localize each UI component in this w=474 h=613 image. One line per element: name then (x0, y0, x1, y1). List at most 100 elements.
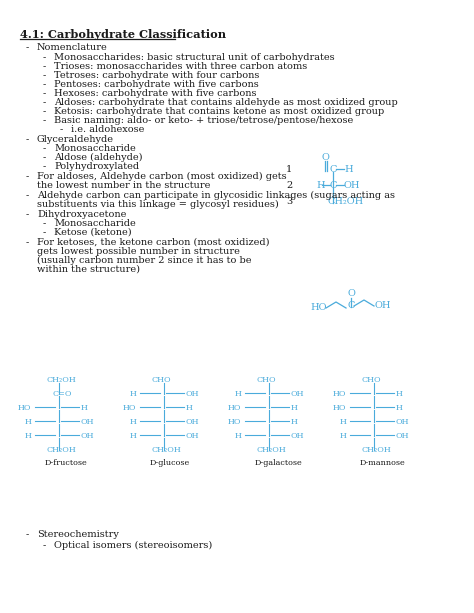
Text: Polyhydroxylated: Polyhydroxylated (54, 162, 139, 171)
Text: Monosaccharide: Monosaccharide (54, 219, 136, 228)
Text: CHO: CHO (362, 376, 382, 384)
Text: OH: OH (186, 418, 200, 426)
Text: H: H (291, 404, 298, 412)
Text: (usually carbon number 2 since it has to be: (usually carbon number 2 since it has to… (37, 256, 252, 265)
Text: 1: 1 (286, 165, 292, 174)
Text: OH: OH (375, 301, 392, 310)
Text: Pentoses: carbohydrate with five carbons: Pentoses: carbohydrate with five carbons (54, 80, 259, 89)
Text: OH: OH (81, 432, 94, 440)
Text: Ketose (ketone): Ketose (ketone) (54, 228, 132, 237)
Text: HO: HO (122, 404, 136, 412)
Text: Glyceraldehyde: Glyceraldehyde (37, 135, 114, 144)
Text: For ketoses, the ketone carbon (most oxidized): For ketoses, the ketone carbon (most oxi… (37, 238, 270, 247)
Text: CH₂OH: CH₂OH (362, 446, 392, 454)
Text: -: - (43, 107, 46, 116)
Text: CH₂OH: CH₂OH (152, 446, 182, 454)
Text: -: - (26, 172, 29, 181)
Text: OH: OH (396, 432, 410, 440)
Text: Aldose (aldehyde): Aldose (aldehyde) (54, 153, 143, 162)
Text: -: - (26, 530, 29, 539)
Text: CH₂OH: CH₂OH (47, 376, 77, 384)
Text: -: - (26, 43, 29, 52)
Text: C=O: C=O (53, 390, 73, 398)
Text: O: O (322, 153, 330, 162)
Text: D-mannose: D-mannose (360, 459, 406, 467)
Text: -: - (43, 98, 46, 107)
Text: H: H (344, 165, 353, 174)
Text: HO: HO (228, 404, 241, 412)
Text: -: - (43, 71, 46, 80)
Text: Aldehyde carbon can participate in glycosidic linkages (sugars acting as: Aldehyde carbon can participate in glyco… (37, 191, 395, 200)
Text: -: - (43, 80, 46, 89)
Text: HO: HO (332, 390, 346, 398)
Text: substituents via this linkage = glycosyl residues): substituents via this linkage = glycosyl… (37, 200, 279, 209)
Text: Monosaccharides: basic structural unit of carbohydrates: Monosaccharides: basic structural unit o… (54, 53, 335, 62)
Text: -: - (60, 125, 63, 134)
Text: D-galactose: D-galactose (255, 459, 303, 467)
Text: H: H (24, 418, 31, 426)
Text: OH: OH (291, 390, 304, 398)
Text: Monosaccharide: Monosaccharide (54, 144, 136, 153)
Text: O: O (348, 289, 356, 298)
Text: C: C (330, 181, 337, 190)
Text: D-fructose: D-fructose (45, 459, 88, 467)
Text: Ketosis: carbohydrate that contains ketone as most oxidized group: Ketosis: carbohydrate that contains keto… (54, 107, 384, 116)
Text: Tetroses: carbohydrate with four carbons: Tetroses: carbohydrate with four carbons (54, 71, 259, 80)
Text: Basic naming: aldo- or keto- + triose/tetrose/pentose/hexose: Basic naming: aldo- or keto- + triose/te… (54, 116, 353, 125)
Text: H: H (24, 432, 31, 440)
Text: H: H (129, 418, 136, 426)
Text: H: H (129, 390, 136, 398)
Text: -: - (43, 541, 46, 550)
Text: Aldoses: carbohydrate that contains aldehyde as most oxidized group: Aldoses: carbohydrate that contains alde… (54, 98, 398, 107)
Text: -: - (43, 144, 46, 153)
Text: Hexoses: carbohydrate with five carbons: Hexoses: carbohydrate with five carbons (54, 89, 256, 98)
Text: Optical isomers (stereoisomers): Optical isomers (stereoisomers) (54, 541, 212, 550)
Text: i.e. aldohexose: i.e. aldohexose (71, 125, 145, 134)
Text: -: - (43, 162, 46, 171)
Text: H: H (129, 432, 136, 440)
Text: H: H (339, 432, 346, 440)
Text: H: H (339, 418, 346, 426)
Text: H: H (316, 181, 325, 190)
Text: H: H (396, 390, 403, 398)
Text: OH: OH (186, 432, 200, 440)
Text: HO: HO (228, 418, 241, 426)
Text: H: H (186, 404, 193, 412)
Text: H: H (396, 404, 403, 412)
Text: OH: OH (396, 418, 410, 426)
Text: -: - (43, 219, 46, 228)
Text: the lowest number in the structure: the lowest number in the structure (37, 181, 210, 190)
Text: -: - (43, 153, 46, 162)
Text: For aldoses, Aldehyde carbon (most oxidized) gets: For aldoses, Aldehyde carbon (most oxidi… (37, 172, 287, 181)
Text: HO: HO (332, 404, 346, 412)
Text: -: - (26, 135, 29, 144)
Text: -: - (43, 62, 46, 71)
Text: -: - (43, 53, 46, 62)
Text: Trioses: monosaccharides with three carbon atoms: Trioses: monosaccharides with three carb… (54, 62, 307, 71)
Text: OH: OH (81, 418, 94, 426)
Text: H: H (234, 390, 241, 398)
Text: H: H (234, 432, 241, 440)
Text: -: - (26, 210, 29, 219)
Text: -: - (43, 89, 46, 98)
Text: gets lowest possible number in structure: gets lowest possible number in structure (37, 247, 240, 256)
Text: CHO: CHO (257, 376, 277, 384)
Text: D-glucose: D-glucose (150, 459, 190, 467)
Text: C: C (330, 165, 337, 174)
Text: Dihydroxyacetone: Dihydroxyacetone (37, 210, 127, 219)
Text: C: C (348, 301, 356, 310)
Text: Nomenclature: Nomenclature (37, 43, 108, 52)
Text: CH₂OH: CH₂OH (257, 446, 287, 454)
Text: CH₂OH: CH₂OH (328, 197, 364, 206)
Text: 4.1: Carbohydrate Classification: 4.1: Carbohydrate Classification (20, 29, 226, 40)
Text: -: - (43, 228, 46, 237)
Text: -: - (26, 238, 29, 247)
Text: -: - (43, 116, 46, 125)
Text: H: H (81, 404, 88, 412)
Text: OH: OH (344, 181, 361, 190)
Text: Stereochemistry: Stereochemistry (37, 530, 119, 539)
Text: H: H (291, 418, 298, 426)
Text: CH₂OH: CH₂OH (47, 446, 77, 454)
Text: HO: HO (310, 303, 327, 312)
Text: OH: OH (186, 390, 200, 398)
